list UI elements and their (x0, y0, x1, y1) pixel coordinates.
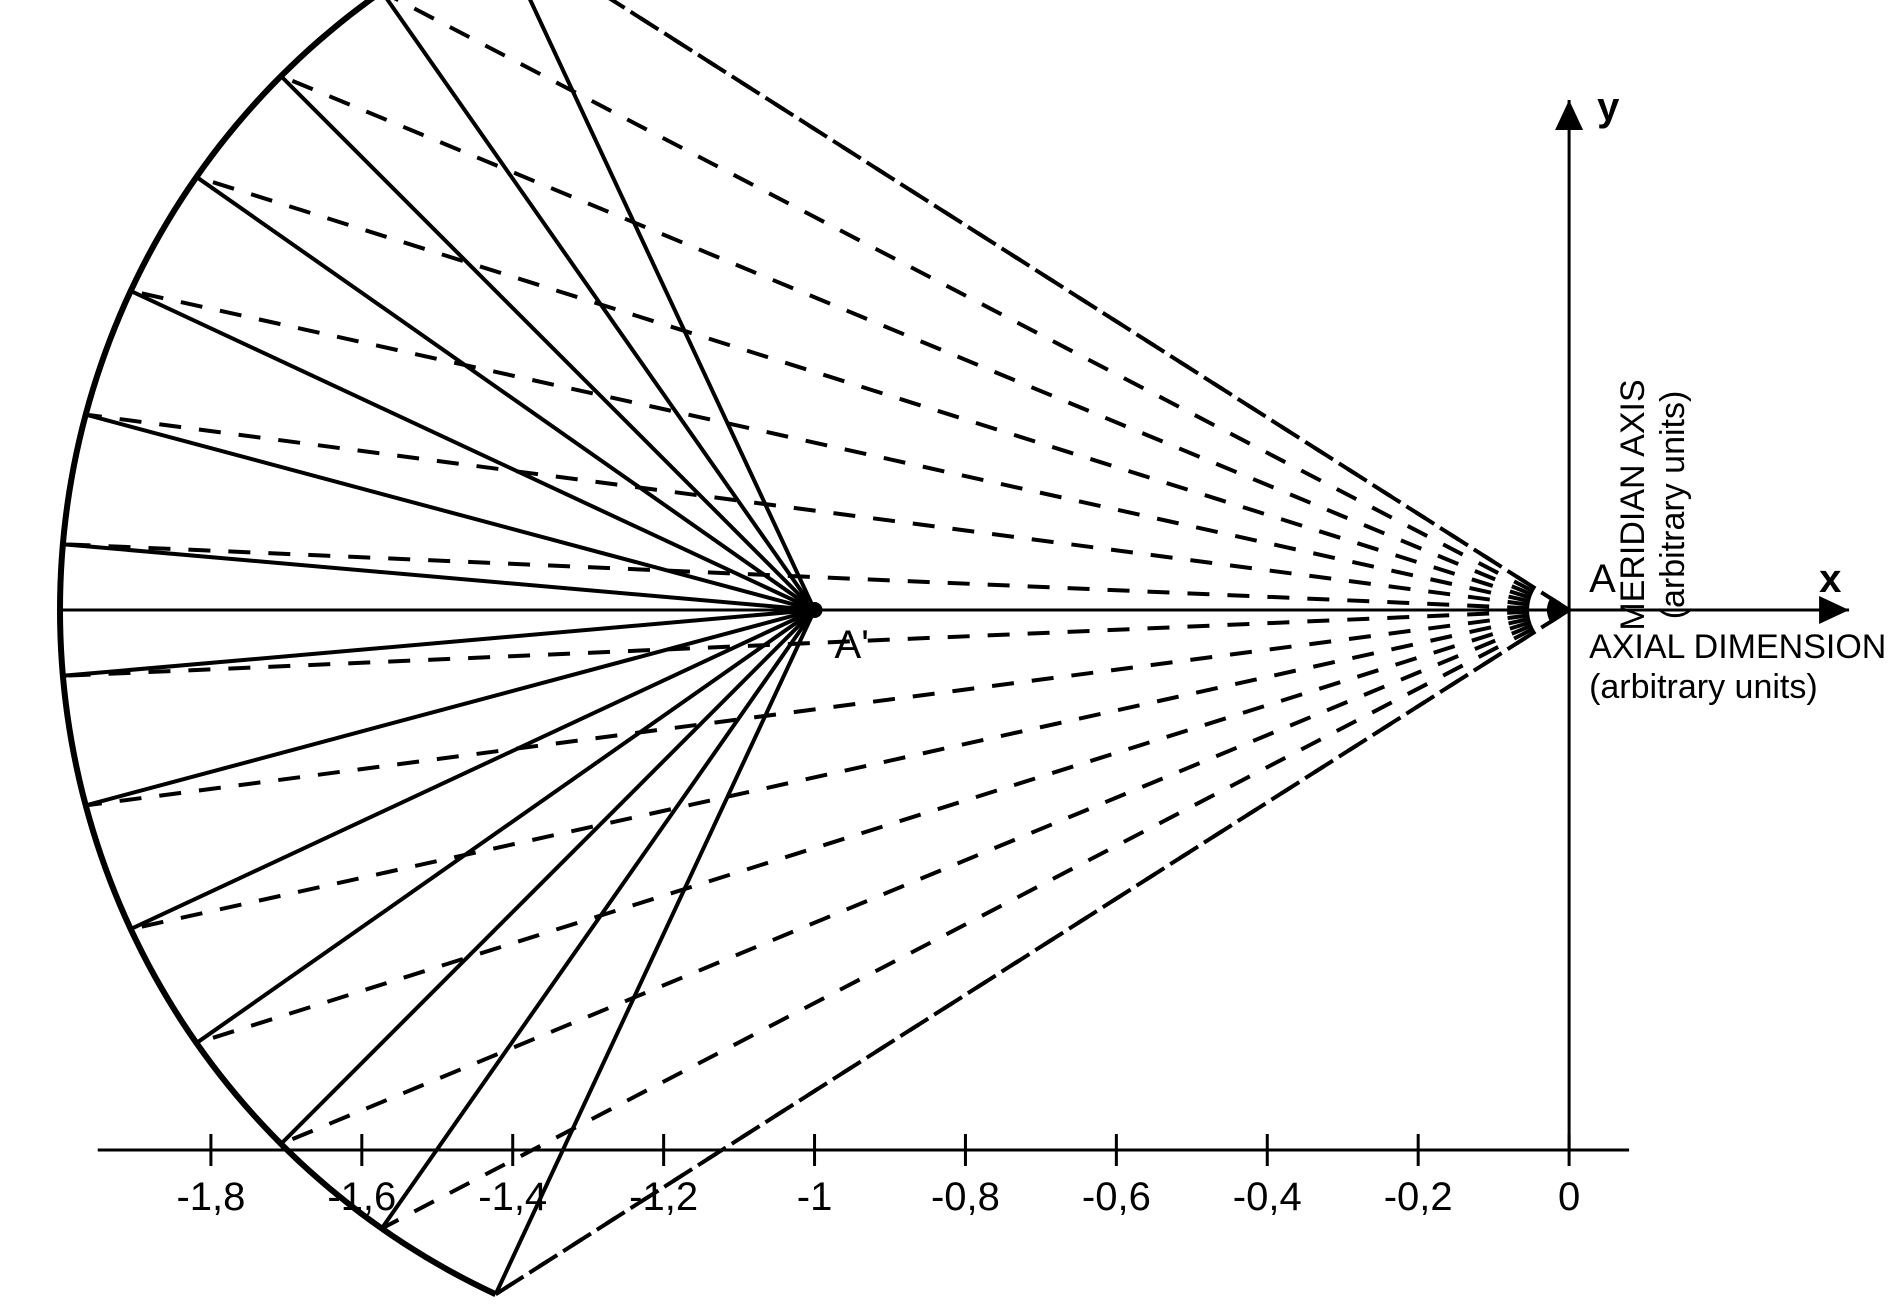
ray-from-A-prime (382, 610, 815, 1228)
x-axis-label: x (1819, 557, 1841, 601)
ray-from-A (496, 0, 1569, 610)
ray-from-A-prime (196, 177, 814, 610)
ray-from-A-prime (196, 610, 814, 1043)
ray-from-A-prime (63, 544, 815, 610)
ray-from-A-prime (86, 610, 815, 805)
envelope-edge-top (496, 0, 1569, 610)
contour-arc (60, 0, 496, 1294)
x-tick-label: -1,8 (176, 1175, 245, 1219)
ray-from-A (281, 610, 1569, 1144)
y-axis-arrow (1555, 100, 1583, 130)
ray-from-A-prime (63, 610, 815, 676)
ray-from-A (196, 610, 1569, 1043)
y-axis-title: MERIDIAN AXIS (1614, 379, 1652, 630)
ray-from-A (382, 610, 1569, 1228)
x-axis-subtitle: (arbitrary units) (1589, 668, 1818, 706)
x-tick-label: -0,2 (1384, 1175, 1453, 1219)
y-axis-title-group: MERIDIAN AXIS(arbitrary units) (1614, 379, 1692, 630)
ray-from-A-prime (281, 610, 815, 1144)
ray-from-A (382, 0, 1569, 610)
geometry-diagram: -1,8 -1,6 -1,4 -1,2 -1 -0,8 -0,6 -0,4 -0,2 0 A' Ax y… (0, 0, 1891, 1311)
x-tick-label: -0,6 (1082, 1175, 1151, 1219)
ray-from-A (63, 610, 1569, 676)
ray-from-A-prime (281, 76, 815, 610)
ray-from-A-prime (86, 415, 815, 610)
x-tick-label: -1,2 (629, 1175, 698, 1219)
point-A-label: A (1589, 557, 1616, 601)
point-A-prime-label: A' (835, 623, 869, 667)
x-axis-title: AXIAL DIMENSION (1589, 628, 1886, 666)
x-tick-label: -0,8 (931, 1175, 1000, 1219)
ray-from-A-prime (496, 0, 815, 610)
x-tick-label: -1,4 (478, 1175, 547, 1219)
x-tick-label: -0,4 (1233, 1175, 1302, 1219)
ray-from-A (196, 177, 1569, 610)
x-tick-label: -1,6 (327, 1175, 396, 1219)
ray-from-A (281, 76, 1569, 610)
ray-from-A (131, 291, 1569, 610)
ray-from-A (63, 544, 1569, 610)
y-axis-label: y (1597, 85, 1620, 129)
x-tick-label: -1 (797, 1175, 833, 1219)
x-tick-label: 0 (1558, 1175, 1580, 1219)
y-axis-subtitle: (arbitrary units) (1654, 391, 1692, 620)
point-A-prime (807, 602, 823, 618)
